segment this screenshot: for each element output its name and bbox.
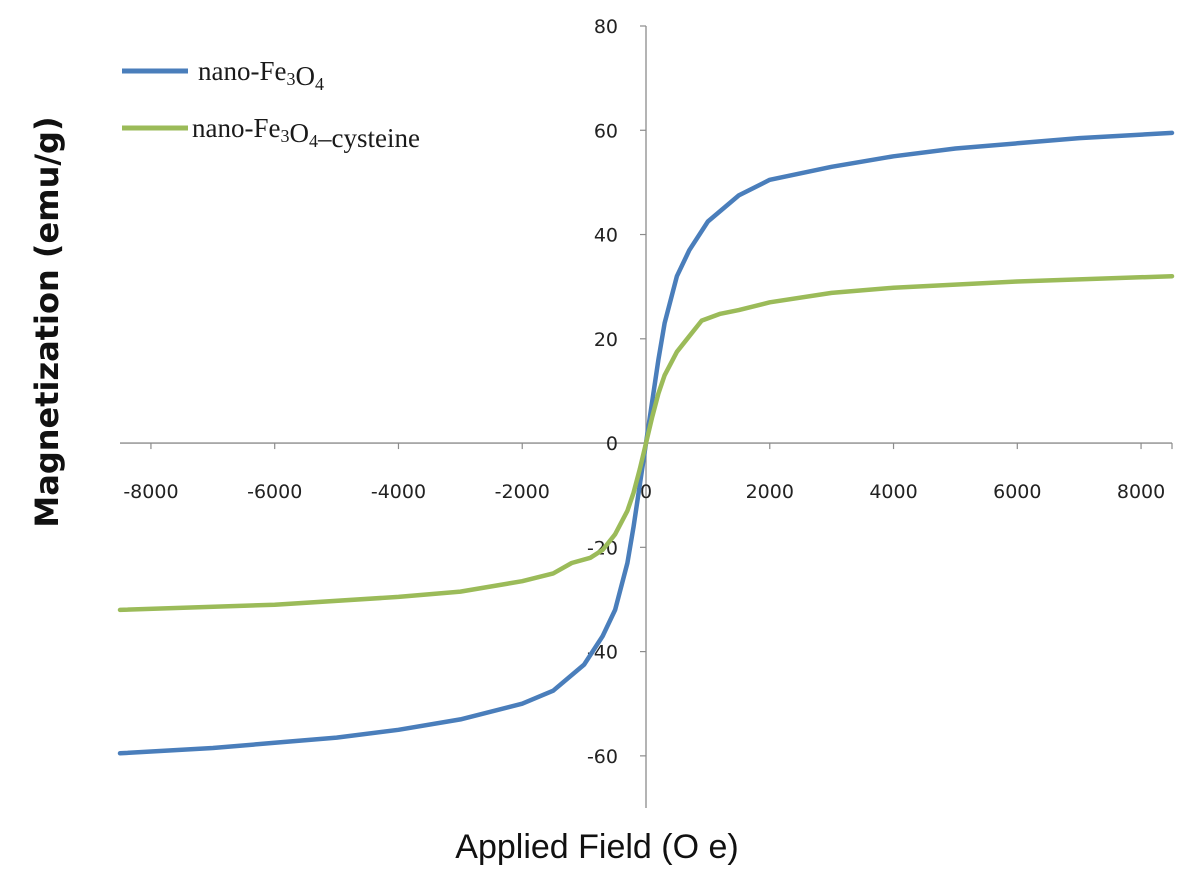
x-tick-label: -4000 [371,481,426,503]
x-tick-label: 2000 [746,481,794,503]
x-tick-label: -8000 [123,481,178,503]
legend: nano-Fe3O4 nano-Fe3O4–cysteine [122,56,420,153]
y-tick-label: 60 [594,120,618,142]
x-tick-label: 4000 [869,481,917,503]
series-layer [117,130,1175,756]
y-tick-label: 80 [594,16,618,38]
y-tick-label: 40 [594,225,618,247]
y-tick-label: -60 [587,746,618,768]
y-axis-label: Magnetization (emu/g) [28,116,66,527]
y-tick-label: 0 [606,433,618,455]
x-tick-label: 6000 [993,481,1041,503]
legend-label-2: nano-Fe3O4–cysteine [192,113,420,153]
y-tick-label: 20 [594,329,618,351]
x-tick-label: 0 [640,481,652,503]
series-line-2 [117,273,1175,613]
x-axis-label: Applied Field (O e) [455,828,738,866]
x-tick-label: 8000 [1117,481,1165,503]
legend-label-1: nano-Fe3O4 [198,56,324,94]
x-tick-label: -6000 [247,481,302,503]
x-tick-label: -2000 [495,481,550,503]
axes: -8000 -6000 -4000 -2000 0 2000 4000 6000 8000 -60… [120,16,1173,808]
